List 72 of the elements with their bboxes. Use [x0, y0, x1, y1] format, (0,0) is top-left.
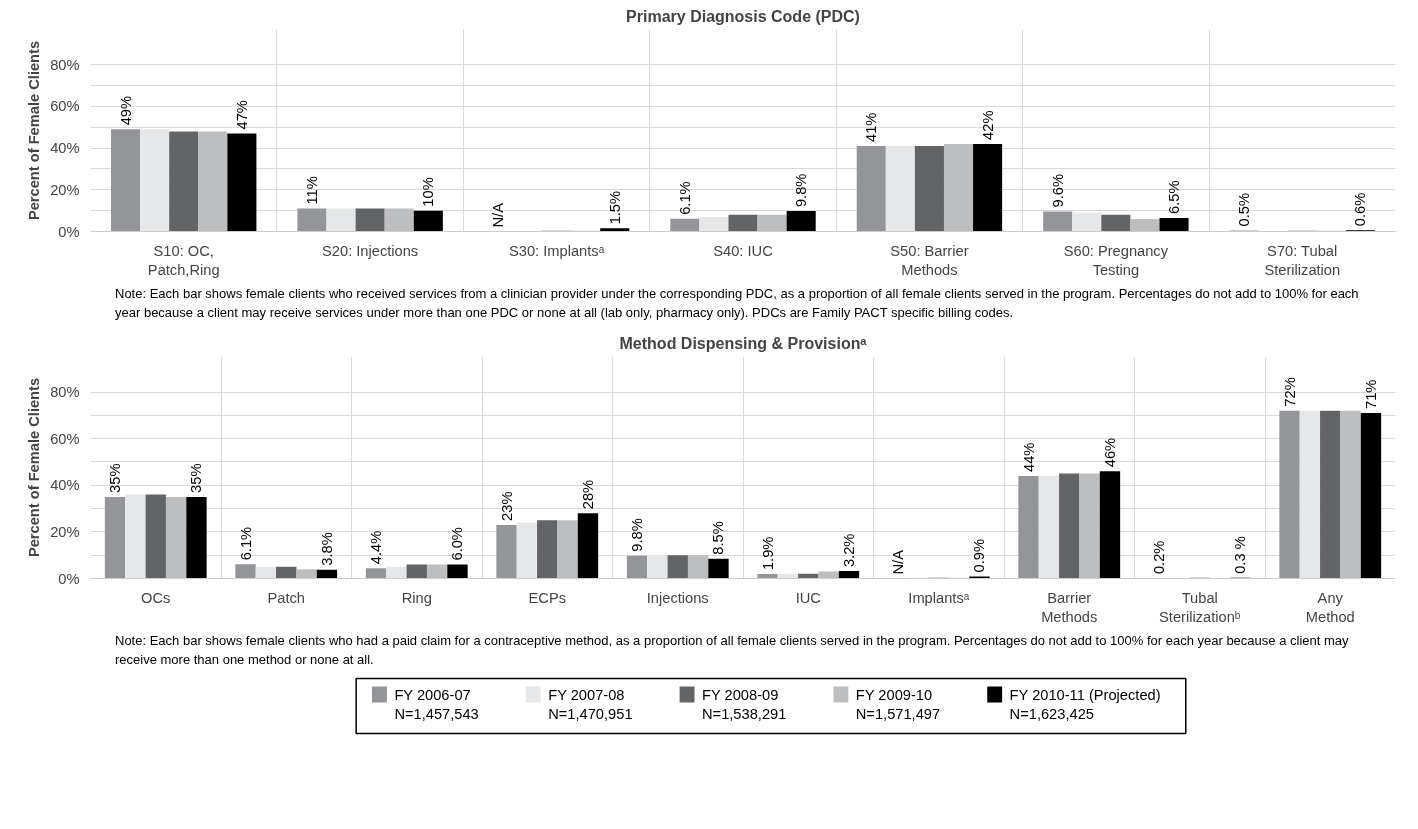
x-tick-label: S40: IUC [713, 242, 774, 259]
data-label: 0.6% [1352, 192, 1369, 227]
x-tick-label: ECPs [528, 589, 566, 606]
data-label: 35% [107, 463, 124, 494]
data-label: 6.0% [449, 527, 466, 561]
data-label: 1.9% [759, 536, 776, 571]
text: Note: Each bar shows female clients who received services from a clinician provider under the corresponding PDC, as a proportion of all female clients served in the program. Percentages do not add to 100% for each year because a client may receive services under more than one PDC or none at all (lab only, pharmacy only). PDCs are Family PACT specific billing codes. [115, 285, 1360, 322]
chart-title: Primary Diagnosis Code (PDC) [626, 7, 860, 25]
data-label: 41% [863, 112, 880, 142]
data-label: 1.5% [606, 190, 623, 225]
data-label: 72% [1281, 377, 1298, 407]
data-label: 42% [979, 110, 996, 140]
y-tick-label: 60% [50, 98, 80, 115]
data-label: 6.1% [676, 181, 693, 215]
legend-label: FY 2008-09 N=1,538,291 [701, 686, 787, 722]
data-label: 46% [1101, 438, 1118, 468]
y-tick-label: 0% [58, 570, 80, 587]
x-tick-label: S50: Barrier Methods [890, 242, 969, 278]
x-tick-label: S60: Pregnancy Testing [1063, 242, 1169, 278]
y-tick-label: 20% [50, 524, 80, 541]
legend-label: FY 2006-07 N=1,457,543 [394, 686, 479, 722]
x-tick-label: S30: Implantsᵃ [509, 242, 605, 259]
data-label: 6.1% [237, 527, 254, 561]
x-tick-label: Any Method [1305, 589, 1355, 625]
data-label: 9.6% [1049, 174, 1066, 208]
x-tick-label: S20: Injections [322, 242, 419, 259]
data-label: 35% [188, 463, 205, 494]
x-tick-label: Injections [646, 589, 709, 606]
data-label: 47% [233, 100, 250, 130]
legend-label: FY 2010-11 (Projected) N=1,623,425 [1009, 686, 1161, 722]
text: N/A [890, 550, 907, 575]
x-tick-label: IUC [795, 589, 822, 606]
y-axis-title: Percent of Female Clients [26, 40, 43, 221]
data-label: 49% [117, 95, 134, 126]
data-label: 0.2% [1151, 540, 1168, 575]
x-tick-label: Patch [267, 589, 305, 606]
data-label: 9.8% [793, 173, 810, 208]
data-label: 8.5% [710, 521, 727, 555]
data-label: 10% [420, 177, 437, 207]
data-label: 11% [303, 176, 320, 205]
y-tick-label: 20% [50, 181, 80, 198]
x-tick-label: Ring [401, 589, 432, 606]
data-label: 0.9% [971, 539, 988, 573]
y-tick-label: 40% [50, 477, 80, 494]
data-label: 3.2% [840, 533, 857, 568]
x-tick-label: Implantsᵃ [908, 589, 970, 606]
y-axis-title: Percent of Female Clients [26, 378, 43, 558]
data-label: 23% [498, 491, 515, 522]
y-tick-label: 40% [50, 140, 80, 157]
y-tick-label: 80% [50, 384, 80, 401]
chart-title: Method Dispensing & Provisionᵃ [619, 334, 867, 352]
data-label: 0.5% [1236, 193, 1253, 227]
x-tick-label: S10: OC, Patch,Ring [147, 242, 220, 278]
y-tick-label: 80% [50, 56, 80, 73]
x-tick-label: Barrier Methods [1041, 589, 1098, 625]
legend-label: FY 2007-08 N=1,470,951 [548, 686, 633, 722]
data-label: 71% [1362, 379, 1379, 410]
data-label: 6.5% [1166, 180, 1183, 214]
y-tick-label: 0% [58, 223, 80, 240]
data-label: 4.4% [368, 530, 385, 565]
y-tick-label: 60% [50, 430, 80, 447]
data-label: 9.8% [629, 518, 646, 552]
text: Note: Each bar shows female clients who had a paid claim for a contraceptive method, as a proportion of all female clients served in the program. Percentages do not add to 100% for each year because a client may receive more than one method or none at all. [115, 632, 1350, 669]
legend-label: FY 2009-10 N=1,571,497 [855, 686, 941, 722]
data-label: 44% [1020, 442, 1037, 473]
text: N/A [490, 203, 507, 228]
x-tick-label: S70: Tubal Sterilization [1264, 242, 1341, 278]
data-label: 3.8% [318, 532, 335, 566]
x-tick-label: Tubal Sterilizationᵇ [1159, 589, 1241, 625]
data-label: 28% [579, 480, 596, 510]
data-label: 0.3 % [1232, 536, 1249, 574]
x-tick-label: OCs [141, 589, 171, 606]
